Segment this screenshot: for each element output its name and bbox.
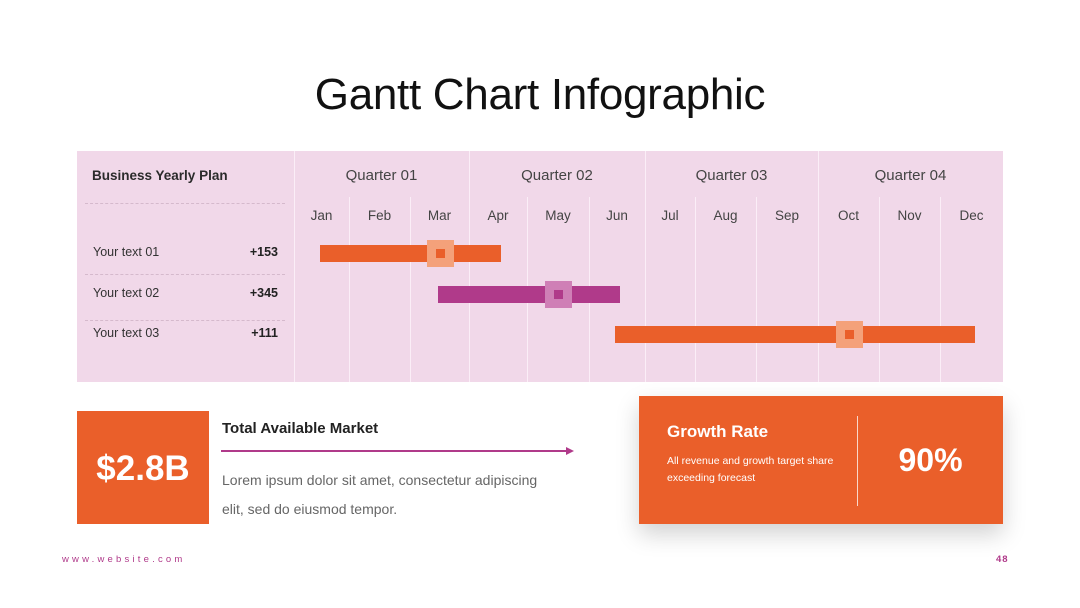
month-label: Dec	[959, 208, 984, 223]
row-label: Your text 01	[93, 245, 160, 259]
quarter-label: Quarter 02	[521, 167, 593, 184]
page-number: 48	[996, 554, 1009, 565]
gantt-bar	[319, 245, 501, 262]
growth-value: 90%	[898, 442, 963, 478]
month-label: Jul	[661, 208, 679, 223]
grid-line	[756, 197, 757, 382]
growth-title: Growth Rate	[667, 422, 769, 441]
tam-title: Total Available Market	[222, 420, 379, 437]
milestone-marker	[426, 240, 454, 267]
quarter-label: Quarter 01	[345, 167, 418, 184]
quarter-label: Quarter 03	[695, 167, 768, 184]
milestone-dot	[554, 290, 563, 299]
growth-description: All revenue and growth target share exce…	[667, 455, 834, 484]
month-label: Sep	[774, 208, 800, 223]
milestone-marker	[835, 321, 863, 348]
month-label: Feb	[367, 208, 392, 223]
month-label: May	[545, 208, 571, 223]
row-separator	[85, 274, 285, 275]
row-separator	[85, 320, 285, 321]
row-label: Your text 03	[93, 326, 160, 340]
website-link[interactable]: www.website.com	[62, 554, 186, 565]
grid-line	[469, 151, 470, 382]
grid-line	[294, 151, 295, 382]
grid-line	[410, 197, 411, 382]
gantt-chart: Business Yearly Plan Quarter 01 Quarter 0…	[77, 151, 1003, 382]
grid-line	[645, 151, 646, 382]
month-label: Mar	[427, 208, 452, 223]
gantt-bar	[437, 286, 620, 303]
milestone-marker	[545, 281, 572, 308]
divider	[857, 416, 858, 506]
row-separator	[85, 203, 285, 204]
growth-rate-card: Growth Rate All revenue and growth targe…	[639, 396, 1003, 524]
row-value: +111	[251, 326, 278, 340]
row-label: Your text 02	[93, 286, 160, 300]
grid-line	[349, 197, 350, 382]
arrow-right-icon	[221, 447, 574, 455]
month-label: Jan	[310, 208, 333, 223]
grid-line	[940, 197, 941, 382]
quarter-label: Quarter 04	[874, 167, 947, 184]
slide-title: Gantt Chart Infographic	[314, 70, 766, 119]
plan-label: Business Yearly Plan	[92, 168, 228, 183]
milestone-dot	[844, 330, 854, 339]
row-value: +345	[249, 286, 278, 300]
grid-line	[818, 151, 819, 382]
month-label: Oct	[837, 208, 859, 223]
tam-value: $2.8B	[96, 449, 190, 488]
month-label: Aug	[713, 208, 738, 223]
tam-description: Lorem ipsum dolor sit amet, consectetur …	[222, 472, 538, 517]
grid-line	[695, 197, 696, 382]
tam-value-box: $2.8B	[77, 411, 209, 524]
grid-line	[879, 197, 880, 382]
milestone-dot	[435, 249, 445, 258]
gantt-bar	[615, 326, 975, 343]
month-label: Apr	[487, 208, 509, 223]
month-label: Nov	[897, 208, 922, 223]
row-value: +153	[249, 245, 278, 259]
month-label: Jun	[606, 208, 628, 223]
